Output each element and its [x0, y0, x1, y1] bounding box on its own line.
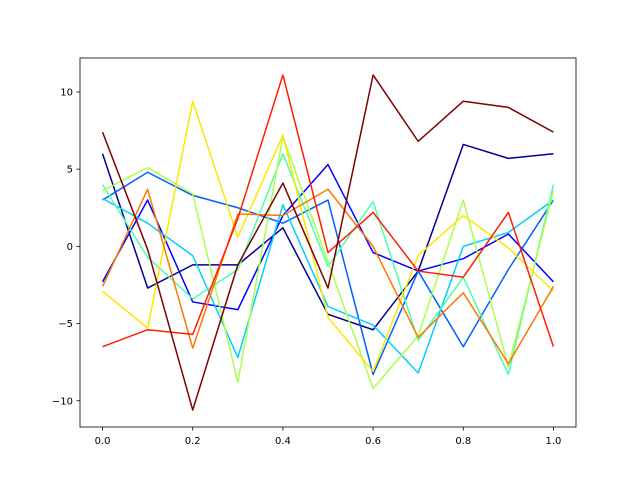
line-series: [102, 197, 554, 374]
line-series: [101, 152, 555, 376]
line-series: [101, 163, 555, 311]
line-series: [101, 188, 555, 365]
line-series: [101, 74, 554, 411]
x-tick-label: 0.8: [455, 436, 471, 447]
x-tick-label: 0.0: [95, 436, 111, 447]
axes-frame: [79, 57, 577, 428]
y-tick-label: 10: [60, 87, 73, 98]
y-tick-label: −10: [52, 396, 73, 407]
y-tick-label: −5: [58, 319, 73, 330]
line-series: [102, 171, 555, 376]
x-tick-label: 0.6: [365, 436, 381, 447]
y-tick-label: 0: [67, 242, 73, 253]
line-series: [102, 100, 554, 373]
y-tick-label: 5: [67, 165, 73, 176]
x-tick-label: 0.2: [185, 436, 201, 447]
x-tick-label: 0.4: [275, 436, 291, 447]
x-tick-label: 1.0: [546, 436, 562, 447]
line-series: [102, 74, 555, 348]
